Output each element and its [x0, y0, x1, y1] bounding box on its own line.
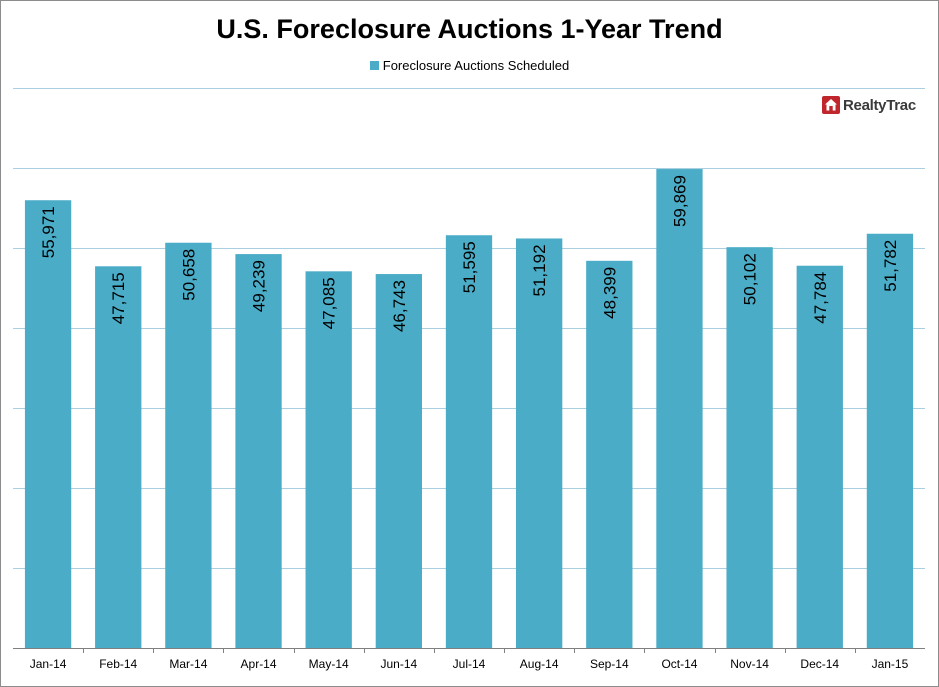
- data-labels: 55,971 47,715 50,658 49,239 47,085 46,743 51,5…: [39, 175, 900, 332]
- data-label: 55,971: [39, 206, 58, 258]
- x-tick-label: Nov-14: [730, 657, 769, 671]
- bar: [445, 235, 493, 649]
- legend-swatch: [369, 61, 379, 70]
- chart-title: U.S. Foreclosure Auctions 1-Year Trend: [216, 14, 723, 44]
- x-tick-label: Dec-14: [800, 657, 839, 671]
- data-label: 51,782: [881, 240, 900, 292]
- data-label: 47,784: [811, 272, 830, 324]
- bar: [375, 274, 422, 648]
- x-tick-label: Apr-14: [241, 657, 277, 671]
- data-label: 49,239: [250, 260, 269, 312]
- x-tick-label: Sep-14: [590, 657, 629, 671]
- data-label: 47,715: [109, 272, 128, 324]
- x-tick-label: Feb-14: [99, 657, 137, 671]
- bar: [586, 260, 633, 648]
- bar: [866, 233, 914, 648]
- house-icon: [822, 96, 840, 114]
- data-label: 48,399: [600, 267, 619, 319]
- x-tick-label: Oct-14: [661, 657, 697, 671]
- x-tick-label: May-14: [309, 657, 349, 671]
- data-label: 51,192: [530, 244, 549, 296]
- bar: [95, 266, 142, 648]
- data-label: 47,085: [320, 277, 339, 329]
- bar: [24, 200, 72, 648]
- bar: [726, 247, 773, 648]
- x-tick-label: Jul-14: [453, 657, 486, 671]
- x-tick-label: Jan-15: [872, 657, 909, 671]
- x-tick-label: Aug-14: [520, 657, 559, 671]
- logo-text: RealtyTrac: [843, 96, 916, 114]
- data-label: 59,869: [670, 175, 689, 227]
- realtytrac-logo: RealtyTrac: [822, 94, 916, 116]
- legend-label: Foreclosure Auctions Scheduled: [382, 58, 570, 73]
- data-label: 50,658: [179, 249, 198, 301]
- x-tick-label: Jan-14: [30, 657, 67, 671]
- x-axis: Jan-14 Feb-14 Mar-14 Apr-14 May-14 Jun-14 Jul-…: [13, 648, 925, 671]
- data-label: 51,595: [460, 241, 479, 293]
- x-tick-label: Mar-14: [169, 657, 207, 671]
- bar: [235, 254, 282, 648]
- bar: [656, 169, 703, 648]
- bar: [796, 265, 843, 648]
- bar: [516, 238, 563, 649]
- bars: [24, 169, 914, 649]
- data-label: 46,743: [390, 280, 409, 332]
- x-tick-label: Jun-14: [380, 657, 417, 671]
- chart-legend: Foreclosure Auctions Scheduled: [0, 58, 939, 73]
- data-label: 50,102: [741, 253, 760, 305]
- bar: [165, 242, 212, 648]
- bar: [305, 271, 352, 648]
